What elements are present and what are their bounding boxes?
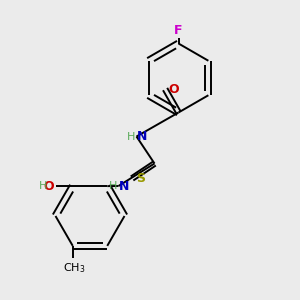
Text: N: N	[119, 179, 130, 193]
Text: F: F	[174, 24, 183, 37]
Text: S: S	[136, 172, 145, 185]
Text: H: H	[39, 181, 47, 191]
Text: CH$_3$: CH$_3$	[63, 262, 86, 275]
Text: O: O	[169, 82, 179, 96]
Text: H: H	[109, 181, 117, 191]
Text: N: N	[137, 130, 148, 143]
Text: O: O	[43, 180, 54, 193]
Text: H: H	[127, 131, 135, 142]
